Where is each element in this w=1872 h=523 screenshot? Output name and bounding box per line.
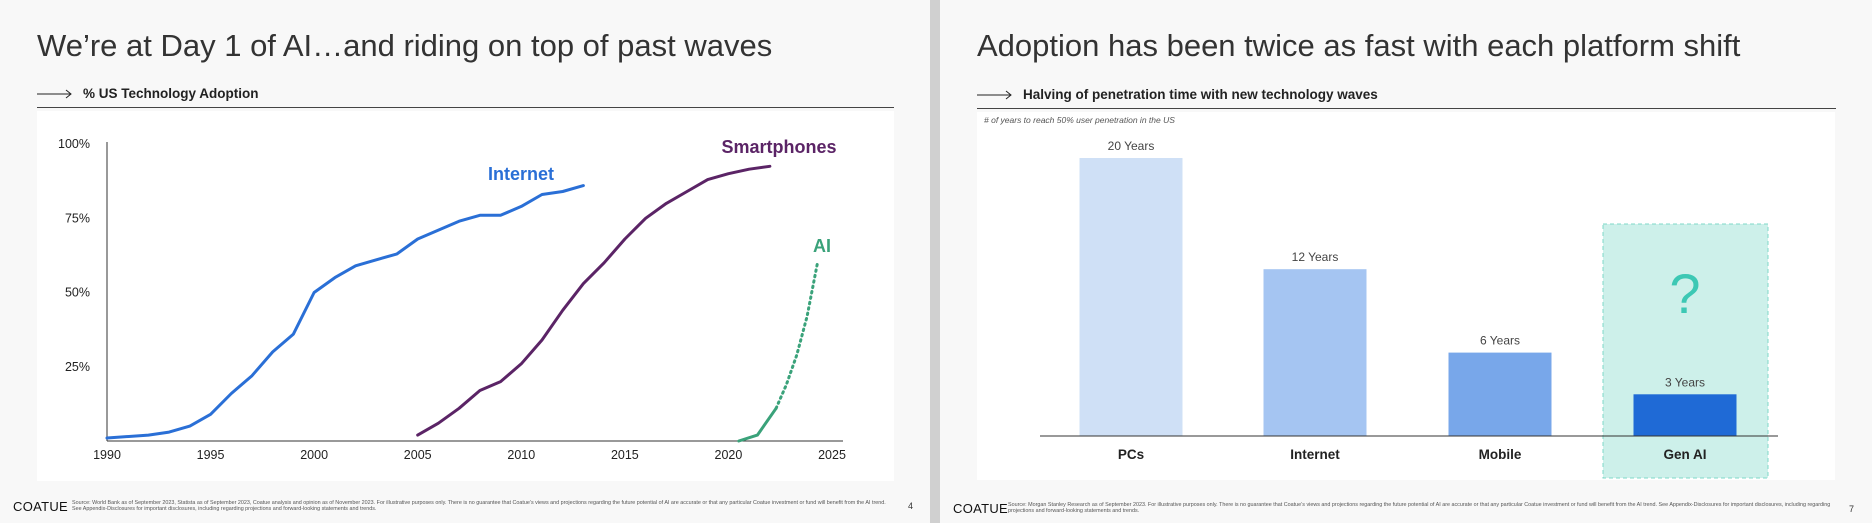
bar-gen-ai [1633,394,1737,436]
x-tick-label: 2005 [404,448,432,462]
x-tick-label: 2010 [507,448,535,462]
chart-panel [37,111,894,481]
bar-data-label: 6 Years [1480,334,1520,348]
subtitle-row: % US Technology Adoption [37,85,894,108]
x-tick-label: 2015 [611,448,639,462]
footer-logo: COATUE [13,499,69,514]
bar-data-label: 3 Years [1665,375,1705,389]
subtitle-row: Halving of penetration time with new tec… [977,86,1836,109]
chart-subtitle: % US Technology Adoption [83,86,259,101]
slide-title: Adoption has been twice as fast with eac… [977,28,1741,63]
series-label-internet: Internet [488,164,554,184]
page-number: 4 [908,501,914,511]
series-line-smartphones [416,164,772,437]
x-tick-label: 2020 [715,448,743,462]
x-tick-label: 2000 [300,448,328,462]
series-line-ai [737,406,778,443]
footer-disclaimer: Source: World Bank as of September 2023,… [72,500,886,512]
bar-mobile [1448,352,1552,436]
series-line-internet [105,184,585,440]
series-label-smartphones: Smartphones [721,137,836,157]
bar-data-label: 12 Years [1292,250,1339,264]
arrow-right-icon [37,89,72,99]
slide-title: We’re at Day 1 of AI…and riding on top o… [37,28,773,63]
x-tick-label: 2025 [818,448,846,462]
category-label: Gen AI [1663,447,1706,462]
category-label: PCs [1118,447,1144,462]
footer-disclaimer: Source: Morgan Stanley Research as of Se… [1008,502,1831,514]
x-tick-label: 1990 [93,448,121,462]
series-label-ai: AI [813,236,831,256]
slide-right: Adoption has been twice as fast with eac… [940,0,1872,523]
bar-internet [1263,269,1367,436]
bar-chart: ? 20 Years PCs 12 Years Internet 6 Years Mobil… [1040,139,1778,479]
slide-left: We’re at Day 1 of AI…and riding on top o… [0,0,930,523]
page-number: 7 [1849,504,1855,514]
y-tick-label: 100% [58,137,90,151]
line-chart: 1990 1995 2000 2005 2010 2015 2020 2025 100% 75% 5… [58,137,846,462]
y-tick-label: 25% [65,360,90,374]
y-tick-label: 75% [65,211,90,225]
category-label: Internet [1290,447,1340,462]
x-tick-label: 1995 [197,448,225,462]
arrow-right-icon [977,90,1012,100]
genai-question-mark: ? [1669,262,1700,325]
chart-note: # of years to reach 50% user penetration… [984,115,1175,125]
category-label: Mobile [1479,447,1522,462]
bar-data-label: 20 Years [1108,139,1155,153]
chart-subtitle: Halving of penetration time with new tec… [1023,87,1378,102]
series-line-ai-projected [774,261,819,410]
y-tick-label: 50% [65,286,90,300]
bar-pcs [1079,158,1183,436]
footer-logo: COATUE [953,501,1009,516]
